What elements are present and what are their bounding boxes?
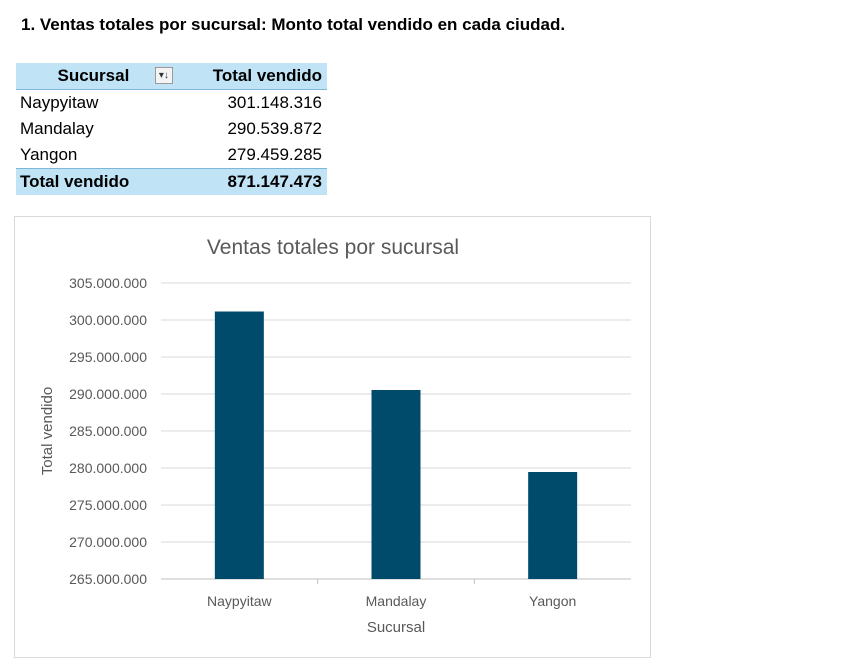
x-tick-label: Yangon [529, 593, 576, 609]
pivot-row-header[interactable]: Sucursal ▾↓ [16, 63, 173, 90]
x-tick-label: Mandalay [366, 593, 427, 609]
bar-mandalay[interactable] [371, 390, 421, 579]
row-label: Mandalay [20, 119, 94, 138]
y-tick-label: 270.000.000 [69, 534, 147, 550]
row-label: Naypyitaw [20, 93, 99, 112]
y-axis-label: Total vendido [39, 387, 56, 475]
x-tick-label: Naypyitaw [207, 593, 272, 609]
row-label: Yangon [20, 145, 78, 164]
table-row: Mandalay 290.539.872 [16, 116, 327, 142]
table-row: Naypyitaw 301.148.316 [16, 90, 327, 117]
section-heading: 1. Ventas totales por sucursal: Monto to… [21, 15, 566, 34]
y-tick-label: 300.000.000 [69, 312, 147, 328]
x-axis-label: Sucursal [367, 619, 425, 636]
y-axis-ticks: 265.000.000 270.000.000 275.000.000 280.000… [69, 275, 147, 587]
total-value: 871.147.473 [170, 168, 327, 195]
pivot-table: Sucursal ▾↓ Total vendido Naypyitaw 301.… [16, 63, 327, 195]
bar-naypyitaw[interactable] [214, 311, 264, 579]
pivot-header-row: Sucursal ▾↓ Total vendido [16, 63, 327, 90]
y-tick-label: 290.000.000 [69, 386, 147, 402]
bars [214, 311, 578, 579]
row-value: 290.539.872 [227, 119, 322, 138]
pivot-row-header-label: Sucursal [57, 66, 130, 85]
filter-sort-icon[interactable]: ▾↓ [154, 67, 173, 84]
bar-yangon[interactable] [528, 472, 578, 579]
table-row: Yangon 279.459.285 [16, 142, 327, 169]
row-value: 279.459.285 [227, 145, 322, 164]
x-axis-ticks: Naypyitaw Mandalay Yangon [207, 579, 576, 609]
chart-area[interactable]: Ventas totales por sucursal 265.000.000 2… [14, 216, 651, 658]
y-tick-label: 280.000.000 [69, 460, 147, 476]
row-value: 301.148.316 [227, 93, 322, 112]
y-tick-label: 275.000.000 [69, 497, 147, 513]
total-row: Total vendido 871.147.473 [16, 168, 327, 195]
chart-title: Ventas totales por sucursal [207, 236, 459, 259]
y-tick-label: 295.000.000 [69, 349, 147, 365]
total-label: Total vendido [16, 168, 171, 195]
y-tick-label: 285.000.000 [69, 423, 147, 439]
pivot-value-header: Total vendido [170, 63, 327, 90]
bar-chart: Ventas totales por sucursal 265.000.0002… [39, 236, 631, 636]
y-tick-label: 265.000.000 [69, 571, 147, 587]
y-tick-label: 305.000.000 [69, 275, 147, 291]
